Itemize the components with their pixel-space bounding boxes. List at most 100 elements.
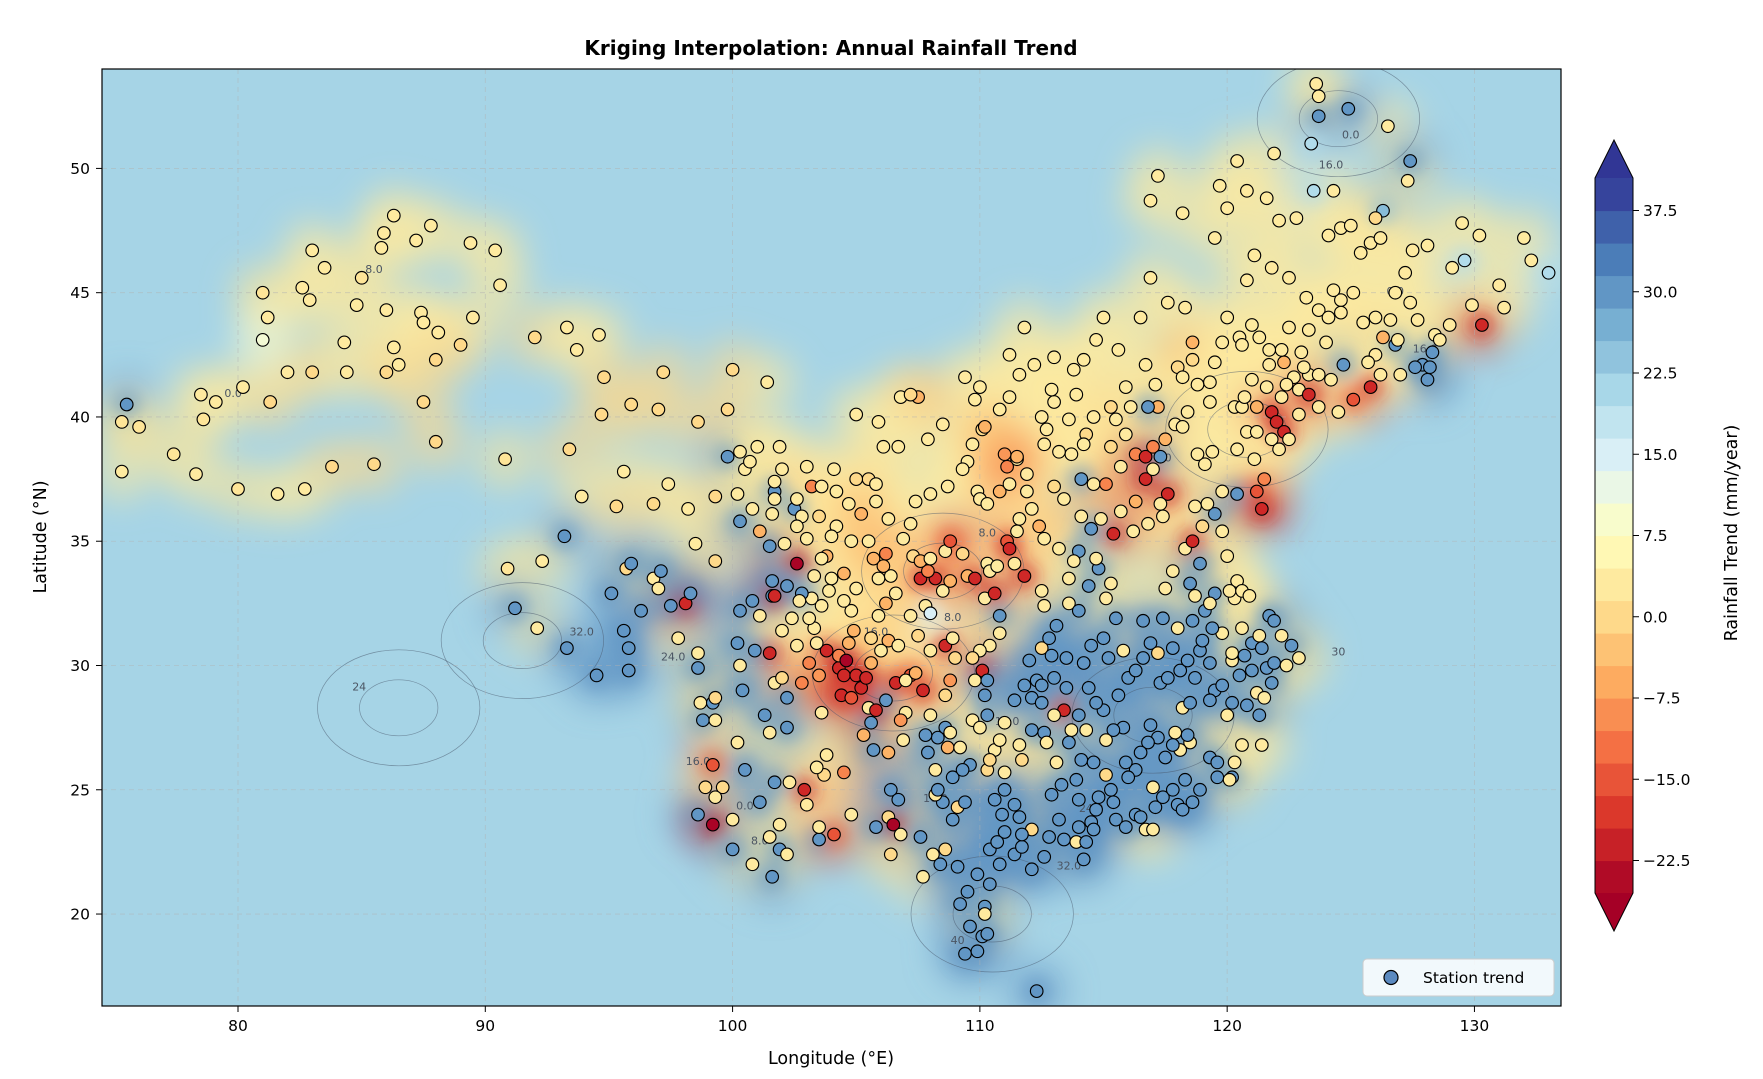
station-marker	[1311, 400, 1326, 414]
colorbar-tick-label: 37.5	[1643, 202, 1678, 220]
station-marker	[760, 375, 775, 390]
legend-label-station: Station trend	[1423, 969, 1524, 987]
station-marker	[814, 598, 829, 613]
station-marker	[1341, 101, 1356, 116]
station-marker	[708, 690, 723, 705]
station-marker	[869, 477, 883, 491]
station-marker	[1210, 770, 1225, 785]
station-marker	[1346, 285, 1361, 300]
station-marker	[980, 497, 995, 511]
station-marker	[945, 770, 960, 785]
station-marker	[1037, 850, 1052, 864]
station-marker	[1185, 795, 1200, 810]
station-marker	[651, 581, 666, 596]
station-marker	[1143, 193, 1158, 208]
station-marker	[987, 792, 1002, 807]
station-marker	[992, 626, 1007, 641]
station-marker	[1185, 534, 1200, 549]
station-marker	[1052, 444, 1066, 459]
station-marker	[1143, 718, 1158, 732]
station-marker	[780, 720, 794, 735]
station-marker	[837, 594, 851, 608]
station-marker	[733, 514, 747, 529]
station-marker	[1020, 467, 1034, 481]
station-marker	[824, 571, 839, 586]
station-marker	[888, 586, 903, 601]
chart-title: Kriging Interpolation: Annual Rainfall T…	[584, 36, 1077, 60]
station-marker	[827, 827, 841, 842]
station-marker	[762, 725, 777, 740]
station-marker	[367, 457, 381, 472]
station-marker	[1400, 173, 1415, 188]
station-marker	[777, 536, 792, 551]
station-marker	[654, 564, 668, 578]
colorbar-segment	[1595, 860, 1633, 894]
station-marker	[1381, 119, 1395, 134]
station-marker	[896, 531, 911, 546]
station-marker	[1158, 581, 1173, 596]
station-marker	[1294, 345, 1309, 360]
station-marker	[557, 529, 572, 544]
station-marker	[1136, 651, 1150, 665]
station-marker	[1012, 738, 1027, 752]
station-marker	[752, 608, 767, 623]
station-marker	[1195, 633, 1210, 648]
station-marker	[1247, 452, 1262, 467]
station-marker	[1099, 591, 1113, 606]
station-marker	[1071, 708, 1086, 723]
station-marker	[767, 492, 782, 506]
station-marker	[1044, 787, 1059, 802]
station-marker	[1091, 790, 1106, 805]
station-marker	[1410, 313, 1425, 327]
station-marker	[765, 869, 780, 884]
colorbar-tick-label: −15.0	[1643, 771, 1691, 789]
station-marker	[1264, 432, 1279, 447]
station-marker	[790, 519, 804, 534]
station-marker	[1203, 693, 1217, 708]
station-marker	[708, 554, 723, 568]
station-marker	[1039, 735, 1054, 750]
contour-label: 16.0	[686, 755, 711, 768]
colorbar-extend-top	[1595, 140, 1633, 178]
station-marker	[1212, 178, 1227, 193]
station-marker	[255, 285, 270, 300]
station-marker	[1215, 484, 1230, 499]
station-marker	[903, 608, 918, 623]
station-marker	[1203, 375, 1217, 390]
station-marker	[691, 415, 705, 429]
station-marker	[493, 278, 507, 293]
station-marker	[1064, 723, 1079, 737]
contour-label: 24	[352, 680, 366, 693]
station-marker	[1024, 723, 1039, 737]
station-marker	[1052, 541, 1066, 556]
station-marker	[1059, 651, 1074, 665]
station-marker	[747, 643, 762, 658]
station-marker	[997, 782, 1012, 797]
station-marker	[1200, 497, 1215, 511]
station-marker	[1215, 335, 1230, 350]
station-marker	[874, 643, 888, 658]
station-marker	[1356, 315, 1371, 330]
station-marker	[1180, 405, 1195, 419]
station-marker	[923, 606, 938, 621]
station-marker	[1160, 671, 1175, 685]
station-marker	[945, 631, 960, 646]
contour-label: 16.0	[1319, 158, 1344, 171]
station-marker	[1160, 295, 1175, 310]
station-marker	[1071, 820, 1086, 834]
station-marker	[1383, 313, 1398, 327]
station-marker	[780, 847, 794, 862]
station-marker	[1388, 285, 1403, 300]
station-marker	[1099, 733, 1113, 747]
station-marker	[114, 415, 129, 429]
station-marker	[1203, 656, 1217, 670]
station-marker	[1178, 300, 1192, 315]
contour-labels: 8.00.016.00.016.08.032.024.02416.00.08.0…	[224, 129, 1437, 947]
station-marker	[839, 653, 854, 668]
colorbar-tick-label: −7.5	[1643, 690, 1681, 708]
station-marker	[1049, 618, 1064, 633]
station-marker	[1076, 352, 1091, 367]
station-marker	[231, 482, 245, 496]
station-marker	[1047, 395, 1061, 409]
station-marker	[1257, 690, 1272, 705]
